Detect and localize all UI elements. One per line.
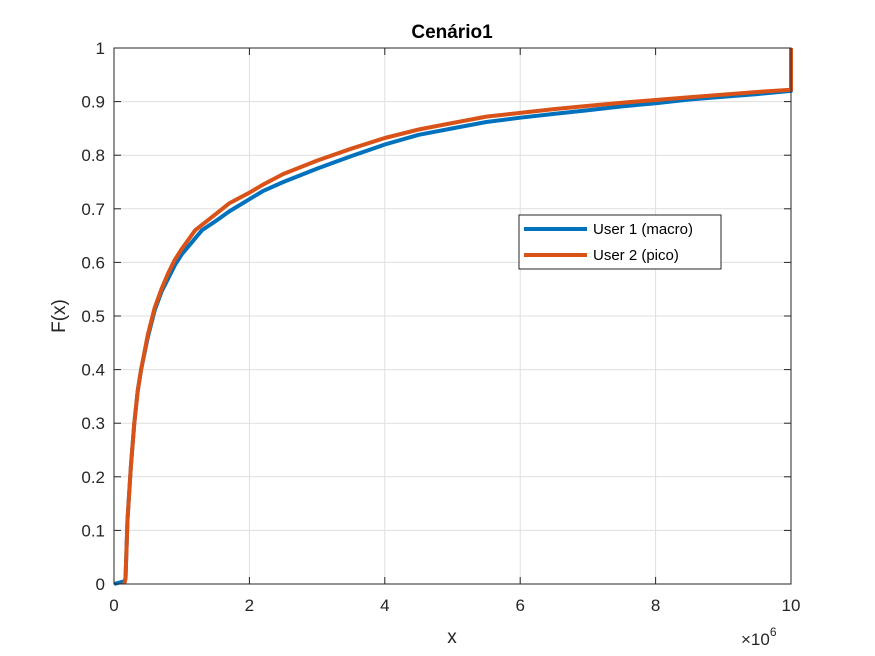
y-tick-label: 0.4 (81, 361, 105, 380)
legend-label-user2: User 2 (pico) (593, 247, 679, 264)
x-tick-label: 2 (245, 596, 254, 615)
y-tick-label: 0.5 (81, 307, 105, 326)
y-tick-label: 0.7 (81, 200, 105, 219)
x-tick-label: 6 (515, 596, 524, 615)
x-tick-label: 0 (109, 596, 118, 615)
y-tick-label: 0.1 (81, 521, 105, 540)
grid (114, 48, 791, 584)
series-line-user2 (122, 48, 793, 585)
y-tick-label: 0.9 (81, 93, 105, 112)
y-tick-label: 0 (96, 575, 105, 594)
legend-label-user1: User 1 (macro) (593, 221, 693, 238)
ticks (113, 47, 792, 585)
series-layer (113, 48, 793, 586)
y-tick-label: 0.6 (81, 253, 105, 272)
x-tick-label: 4 (380, 596, 389, 615)
x-axis-multiplier-exponent: 6 (770, 625, 777, 639)
tick-labels: 0 2 4 6 8 10 0 0.1 0.2 0.3 0.4 0.5 0.6 0.7 0.8 0.9 1 (81, 39, 800, 615)
chart-title: Cenário1 (411, 22, 493, 43)
y-tick-label: 0.3 (81, 414, 105, 433)
x-tick-label: 10 (782, 596, 801, 615)
y-axis-label: F(x) (49, 299, 70, 333)
y-tick-label: 0.8 (81, 146, 105, 165)
y-tick-label: 0.2 (81, 468, 105, 487)
x-axis-multiplier-base: ×10 (741, 630, 770, 649)
x-axis-label: x (447, 627, 457, 648)
legend-box (518, 214, 722, 270)
x-tick-label: 8 (651, 596, 660, 615)
legend: User 1 (macro) User 2 (pico) (518, 214, 722, 270)
x-axis-multiplier: ×106 (741, 625, 777, 649)
y-tick-label: 1 (96, 39, 105, 58)
